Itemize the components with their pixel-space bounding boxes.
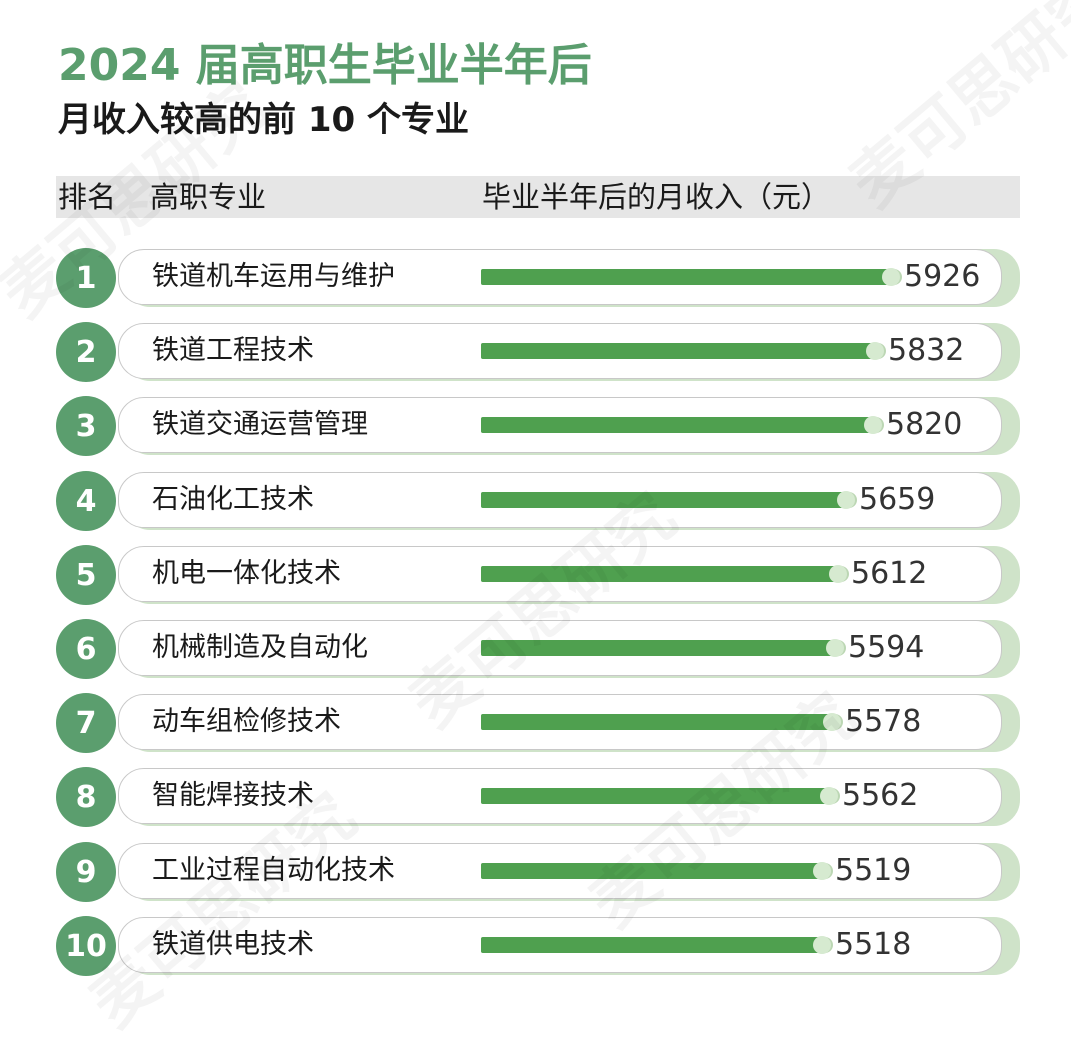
bar-row: 7 动车组检修技术 5578	[0, 693, 1071, 753]
value-label: 5578	[845, 704, 922, 739]
bar-row: 6 机械制造及自动化 5594	[0, 619, 1071, 679]
major-label: 铁道供电技术	[152, 929, 314, 960]
value-label: 5612	[851, 556, 928, 591]
bar-end-dot	[813, 936, 831, 954]
value-label: 5659	[859, 482, 936, 517]
rank-badge: 10	[56, 916, 116, 976]
value-label: 5562	[842, 778, 919, 813]
bar-row: 2 铁道工程技术 5832	[0, 322, 1071, 382]
major-label: 动车组检修技术	[152, 706, 341, 737]
bar	[481, 566, 841, 582]
bar-row: 10 铁道供电技术 5518	[0, 916, 1071, 976]
major-label: 铁道交通运营管理	[152, 409, 368, 440]
bar-row: 8 智能焊接技术 5562	[0, 767, 1071, 827]
value-label: 5832	[888, 333, 965, 368]
row-pill	[118, 620, 1002, 676]
rank-badge: 7	[56, 693, 116, 753]
bar	[481, 269, 894, 285]
bar-row: 1 铁道机车运用与维护 5926	[0, 248, 1071, 308]
header-income: 毕业半年后的月收入（元）	[482, 180, 831, 214]
bar	[481, 788, 832, 804]
value-label: 5594	[848, 630, 925, 665]
major-label: 机电一体化技术	[152, 558, 341, 589]
bar	[481, 343, 878, 359]
bar-row: 4 石油化工技术 5659	[0, 471, 1071, 531]
major-label: 工业过程自动化技术	[152, 855, 395, 886]
chart-subtitle: 月收入较高的前 10 个专业	[58, 100, 469, 140]
major-label: 铁道机车运用与维护	[152, 261, 395, 292]
table-header-bar	[56, 176, 1020, 218]
value-label: 5820	[886, 407, 963, 442]
header-major: 高职专业	[150, 180, 267, 214]
bar-end-dot	[823, 713, 841, 731]
rank-badge: 9	[56, 842, 116, 902]
bar	[481, 640, 838, 656]
bar-end-dot	[837, 491, 855, 509]
bar	[481, 937, 825, 953]
header-rank: 排名	[58, 180, 117, 214]
rank-badge: 1	[56, 248, 116, 308]
bar-row: 5 机电一体化技术 5612	[0, 545, 1071, 605]
chart-title: 2024 届高职生毕业半年后	[58, 40, 592, 91]
value-label: 5519	[835, 853, 912, 888]
major-label: 机械制造及自动化	[152, 632, 368, 663]
major-label: 智能焊接技术	[152, 780, 314, 811]
bar-row: 9 工业过程自动化技术 5519	[0, 842, 1071, 902]
bar	[481, 714, 835, 730]
bar-end-dot	[829, 565, 847, 583]
bar-end-dot	[813, 862, 831, 880]
chart-rows: 1 铁道机车运用与维护 5926 2 铁道工程技术 5832 3 铁道交通运营管理 5820 4 石…	[0, 248, 1071, 976]
rank-badge: 6	[56, 619, 116, 679]
bar-end-dot	[882, 268, 900, 286]
bar-end-dot	[820, 787, 838, 805]
value-label: 5926	[904, 259, 981, 294]
major-label: 石油化工技术	[152, 484, 314, 515]
rank-badge: 3	[56, 396, 116, 456]
rank-badge: 4	[56, 471, 116, 531]
bar	[481, 492, 849, 508]
bar-end-dot	[866, 342, 884, 360]
bar-end-dot	[826, 639, 844, 657]
bar-row: 3 铁道交通运营管理 5820	[0, 396, 1071, 456]
rank-badge: 8	[56, 767, 116, 827]
bar-end-dot	[864, 416, 882, 434]
major-label: 铁道工程技术	[152, 335, 314, 366]
bar	[481, 417, 876, 433]
bar	[481, 863, 825, 879]
rank-badge: 2	[56, 322, 116, 382]
rank-badge: 5	[56, 545, 116, 605]
value-label: 5518	[835, 927, 912, 962]
